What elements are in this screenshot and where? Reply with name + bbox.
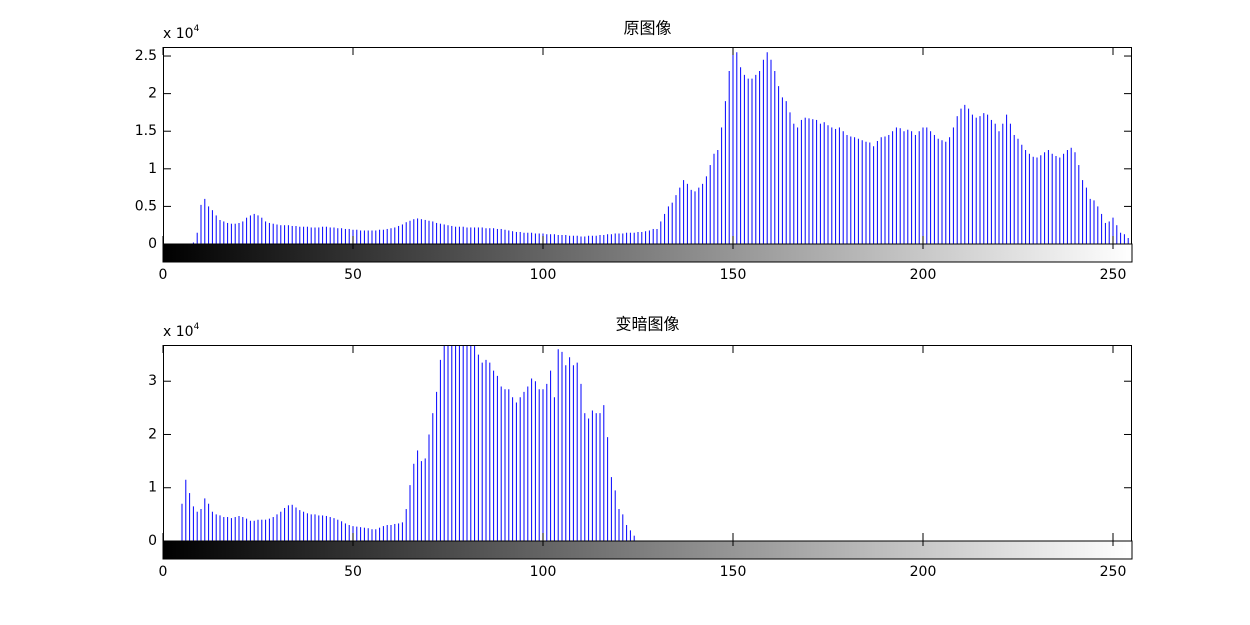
x-tick-label: 250 — [1100, 564, 1127, 580]
y-tick-label: 1 — [148, 161, 157, 177]
multiplier-base: x 10 — [163, 26, 194, 42]
x-tick-label: 200 — [910, 564, 937, 580]
plot-area — [163, 47, 1132, 244]
y-tick-label: 0 — [148, 236, 157, 252]
x-tick-label: 250 — [1100, 267, 1127, 283]
stems — [181, 345, 635, 541]
y-tick-label: 3 — [148, 373, 157, 389]
y-tick-label: 2 — [148, 86, 157, 102]
x-tick-label: 0 — [159, 267, 168, 283]
y-multiplier: x 104 — [163, 322, 200, 341]
chart-title: 原图像 — [623, 19, 671, 38]
colorbar — [162, 243, 1133, 263]
y-tick-label: 0.5 — [135, 198, 157, 214]
y-tick-label: 1.5 — [135, 123, 157, 139]
x-tick-label: 0 — [159, 564, 168, 580]
plot-area — [163, 345, 1132, 541]
x-tick-label: 50 — [344, 267, 362, 283]
x-tick-label: 150 — [720, 267, 747, 283]
stems — [192, 48, 1129, 244]
x-tick-label: 100 — [530, 564, 557, 580]
y-tick-label: 2 — [148, 426, 157, 442]
multiplier-exp: 4 — [194, 24, 200, 34]
y-tick-label: 0 — [148, 533, 157, 549]
y-multiplier: x 104 — [163, 24, 200, 43]
multiplier-exp: 4 — [194, 322, 200, 332]
x-tick-label: 150 — [720, 564, 747, 580]
x-tick-label: 50 — [344, 564, 362, 580]
chart-title: 变暗图像 — [615, 315, 679, 334]
y-tick-label: 1 — [148, 480, 157, 496]
x-tick-label: 200 — [910, 267, 937, 283]
y-tick-label: 2.5 — [135, 48, 157, 64]
x-tick-label: 100 — [530, 267, 557, 283]
multiplier-base: x 10 — [163, 324, 194, 340]
colorbar — [162, 540, 1133, 560]
